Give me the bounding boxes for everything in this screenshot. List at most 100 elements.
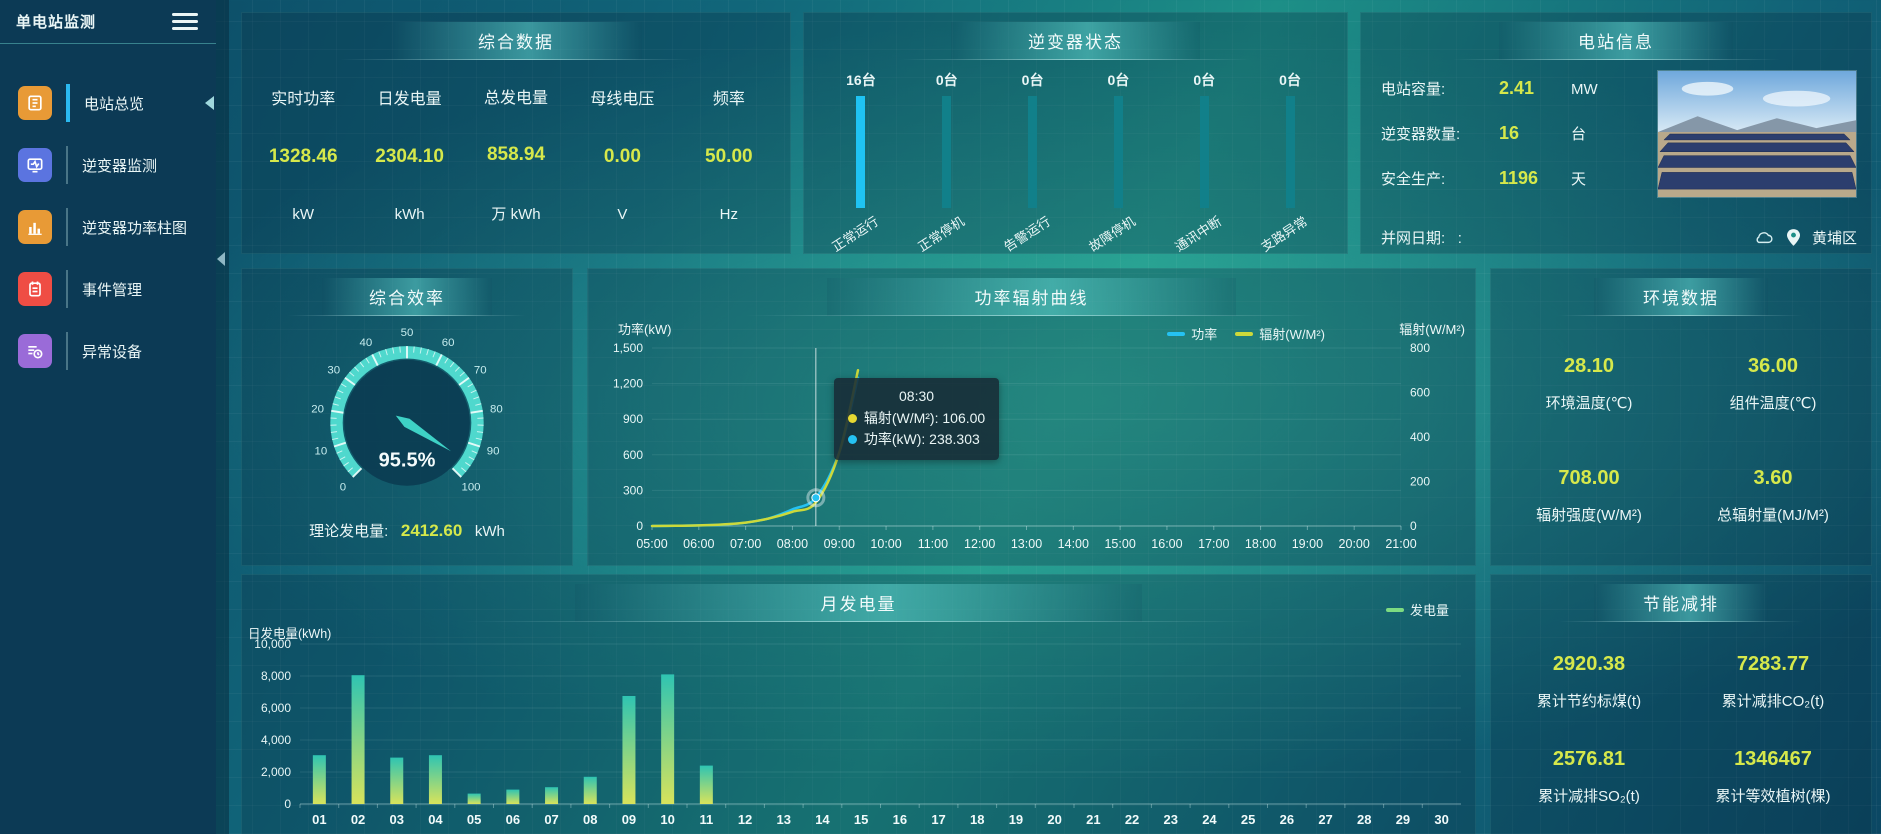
station-info-title: 电站信息 [1578, 33, 1654, 52]
sidebar-item-station-overview[interactable]: 电站总览 [0, 72, 216, 134]
weather-cloud-icon[interactable] [1753, 231, 1775, 245]
svg-text:200: 200 [1410, 475, 1430, 489]
saving-trees: 1346467 累计等效植树(棵) [1715, 747, 1831, 805]
sidebar-item-inverter-power-bars[interactable]: 逆变器功率柱图 [0, 196, 216, 258]
svg-text:06: 06 [506, 812, 520, 827]
svg-text:22: 22 [1125, 812, 1139, 827]
hamburger-menu-icon[interactable] [172, 9, 198, 34]
svg-text:400: 400 [1410, 430, 1430, 444]
status-bar [1199, 96, 1209, 208]
svg-text:08:00: 08:00 [777, 537, 808, 551]
svg-text:2,000: 2,000 [261, 765, 291, 779]
svg-text:40: 40 [360, 337, 373, 349]
sidebar-gutter [216, 0, 229, 834]
panel-title: 功率辐射曲线 [745, 278, 1318, 316]
active-item-arrow-icon [205, 96, 214, 110]
svg-text:30: 30 [327, 364, 340, 376]
svg-text:16: 16 [893, 812, 907, 827]
saving-so2: 2576.81 累计减排SO₂(t) [1538, 747, 1640, 805]
svg-text:05:00: 05:00 [636, 537, 667, 551]
sidebar-item-event-management[interactable]: 事件管理 [0, 258, 216, 320]
svg-text:50: 50 [401, 327, 414, 339]
sidebar-item-label: 逆变器功率柱图 [82, 219, 188, 237]
station-photo [1657, 70, 1857, 198]
panel-title: 节能减排 [1558, 584, 1804, 622]
svg-text:11:00: 11:00 [918, 537, 948, 551]
abnormal-device-icon [18, 334, 52, 368]
efficiency-panel: 综合效率 0 10 20 30 40 50 60 70 80 90 100 95.5% 理论发电量: … [241, 268, 573, 566]
sidebar-item-label: 事件管理 [82, 281, 143, 299]
efficiency-gauge: 0 10 20 30 40 50 60 70 80 90 100 95.5% [311, 327, 503, 494]
sidebar-item-label: 逆变器监测 [82, 157, 158, 175]
env-ambient-temp: 28.10 环境温度(℃) [1545, 355, 1633, 412]
svg-text:23: 23 [1164, 812, 1178, 827]
environment-panel: 环境数据 28.10 环境温度(℃) 36.00 组件温度(℃) 708.00 … [1490, 268, 1872, 566]
svg-text:10: 10 [315, 446, 328, 458]
legend-radiation[interactable]: 辐射(W/M²) [1235, 324, 1325, 343]
svg-text:13:00: 13:00 [1011, 537, 1042, 551]
metric-daily-generation: 日发电量 2304.10 kWh [375, 90, 444, 224]
svg-text:8,000: 8,000 [261, 669, 291, 683]
svg-text:01: 01 [312, 812, 326, 827]
power-radiation-title: 功率辐射曲线 [974, 289, 1089, 308]
location-pin-icon [1786, 229, 1800, 246]
panel-title: 综合效率 [288, 278, 526, 316]
svg-text:1,500: 1,500 [613, 341, 643, 355]
svg-text:02: 02 [351, 812, 365, 827]
svg-text:12: 12 [738, 812, 752, 827]
panel-title: 月发电量 [461, 584, 1256, 622]
env-irradiance: 708.00 辐射强度(W/M²) [1536, 467, 1642, 524]
inverter-status-item: 16台 正常运行 [829, 72, 881, 255]
svg-text:95.5%: 95.5% [379, 450, 436, 472]
legend-generation[interactable]: 发电量 [1385, 600, 1449, 619]
svg-text:27: 27 [1318, 812, 1332, 827]
sidebar-item-inverter-monitor[interactable]: 逆变器监测 [0, 134, 216, 196]
svg-text:15: 15 [854, 812, 868, 827]
svg-text:20: 20 [1047, 812, 1061, 827]
svg-text:12:00: 12:00 [964, 537, 995, 551]
power-chart-legend: 功率 辐射(W/M²) [1167, 324, 1325, 343]
inverter-status-item: 0台 支路异常 [1258, 72, 1311, 255]
svg-text:900: 900 [623, 412, 643, 426]
svg-text:18:00: 18:00 [1245, 537, 1276, 551]
safe-production-row: 安全生产: 1196 天 [1381, 168, 1587, 188]
sidebar-collapse-arrow-icon[interactable] [217, 252, 225, 266]
power-radiation-chart[interactable]: 0 300 600 900 1,200 1,500 0 200 400 600 800 05:00 06… [588, 320, 1469, 560]
svg-text:19:00: 19:00 [1292, 537, 1323, 551]
metric-bus-voltage: 母线电压 0.00 V [590, 90, 655, 224]
svg-text:26: 26 [1280, 812, 1294, 827]
panel-title: 电站信息 [1451, 22, 1780, 60]
station-overview-icon [18, 86, 52, 120]
status-bar [1285, 96, 1295, 208]
sidebar-item-label: 电站总览 [84, 95, 145, 113]
svg-text:600: 600 [623, 448, 643, 462]
sidebar-menu: 电站总览 逆变器监测 逆变器功率柱图 事件管理 [0, 72, 216, 382]
sidebar-item-abnormal-devices[interactable]: 异常设备 [0, 320, 216, 382]
metric-frequency: 频率 50.00 Hz [705, 90, 753, 224]
svg-text:15:00: 15:00 [1104, 537, 1135, 551]
monthly-chart-legend: 发电量 [1385, 600, 1449, 619]
svg-text:24: 24 [1202, 812, 1217, 827]
savings-panel: 节能减排 2920.38 累计节约标煤(t) 7283.77 累计减排CO₂(t… [1490, 574, 1872, 834]
svg-text:10,000: 10,000 [254, 637, 291, 651]
dashboard-main: 综合数据 实时功率 1328.46 kW 日发电量 2304.10 kWh 总发… [229, 0, 1881, 834]
svg-text:28: 28 [1357, 812, 1371, 827]
svg-text:30: 30 [1434, 812, 1448, 827]
svg-text:0: 0 [1410, 519, 1417, 533]
svg-text:辐射(W/M²): 辐射(W/M²) [1399, 322, 1465, 337]
svg-text:0: 0 [284, 797, 291, 811]
svg-text:日发电量(kWh): 日发电量(kWh) [248, 626, 331, 641]
env-module-temp: 36.00 组件温度(℃) [1729, 355, 1817, 412]
status-bar [1113, 96, 1123, 208]
svg-text:600: 600 [1410, 386, 1430, 400]
svg-text:07: 07 [544, 812, 558, 827]
panel-title: 环境数据 [1558, 278, 1804, 316]
inverter-status-item: 0台 通讯中断 [1172, 72, 1225, 255]
inverter-status-item: 0台 正常停机 [914, 72, 967, 255]
status-bar [1028, 96, 1038, 208]
sidebar: 单电站监测 电站总览 逆变器监测 逆变器功率柱图 [0, 0, 216, 834]
summary-title: 综合数据 [477, 33, 554, 52]
legend-power[interactable]: 功率 [1167, 324, 1217, 343]
svg-text:16:00: 16:00 [1151, 537, 1182, 551]
